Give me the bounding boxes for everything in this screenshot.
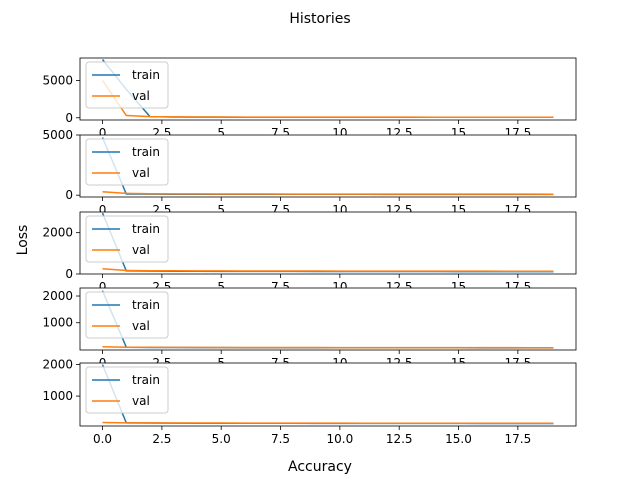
y-tick-label: 2000: [42, 226, 73, 240]
axes-frame: [79, 57, 577, 121]
x-tick-label: 17.5: [504, 432, 531, 446]
axes-frame: [79, 134, 577, 198]
x-tick-label: 5: [217, 203, 225, 217]
x-tick-label: 7.5: [271, 432, 290, 446]
legend: train val: [85, 291, 169, 339]
legend-label-val: val: [132, 319, 150, 333]
legend-label-train: train: [132, 222, 160, 236]
x-tick-label: 0.0: [93, 432, 112, 446]
legend-label-train: train: [132, 373, 160, 387]
x-tick-label: 2.5: [152, 432, 171, 446]
y-tick-label: 1000: [42, 316, 73, 330]
legend-label-val: val: [132, 166, 150, 180]
x-tick-label: 0: [99, 126, 107, 140]
series-line-val: [102, 268, 554, 272]
figure-ylabel: Loss: [15, 225, 31, 256]
x-tick-label: 5: [217, 280, 225, 294]
y-tick-label: 0: [65, 111, 73, 125]
y-tick-label: 1000: [42, 389, 73, 403]
legend-label-train: train: [132, 298, 160, 312]
x-tick-label: 0: [99, 203, 107, 217]
legend-label-val: val: [132, 243, 150, 257]
legend: train val: [85, 366, 169, 414]
legend-label-val: val: [132, 89, 150, 103]
axes-frame: [79, 211, 577, 275]
series-line-val: [102, 346, 554, 349]
figure-xlabel: Accuracy: [288, 459, 352, 475]
y-tick-label: 0: [65, 188, 73, 202]
x-tick-label: 0: [99, 280, 107, 294]
figure-title: Histories: [289, 11, 350, 27]
legend: train val: [85, 61, 169, 109]
axes-frame: [79, 287, 577, 351]
y-tick-label: 2000: [42, 358, 73, 372]
x-tick-label: 5.0: [212, 432, 231, 446]
x-tick-label: 15.0: [445, 432, 472, 446]
legend: train val: [85, 215, 169, 263]
legend-label-train: train: [132, 68, 160, 82]
y-tick-label: 0: [65, 267, 73, 281]
series-line-val: [102, 191, 554, 195]
legend-label-val: val: [132, 394, 150, 408]
legend: train val: [85, 138, 169, 186]
subplot-5: 0.0 2.5 5.0 7.5 10.0 12.5 15.0 17.5 1000 2000 trai…: [42, 358, 577, 446]
y-tick-label: 5000: [42, 128, 73, 142]
y-tick-label: 2000: [42, 289, 73, 303]
series-line-val: [101, 79, 554, 118]
x-tick-label: 10.0: [327, 432, 354, 446]
axes-frame: [79, 362, 577, 427]
x-tick-label: 5: [217, 126, 225, 140]
legend-label-train: train: [132, 145, 160, 159]
y-tick-label: 5000: [42, 73, 73, 87]
series-line-val: [102, 421, 554, 424]
x-tick-label: 12.5: [386, 432, 413, 446]
